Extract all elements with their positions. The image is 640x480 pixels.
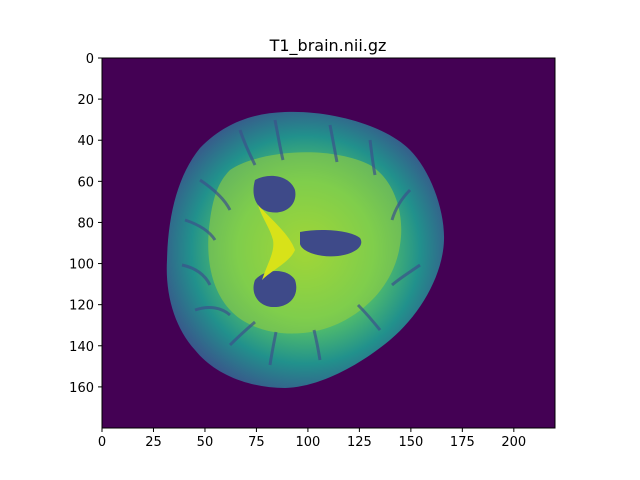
x-tick-label: 75 — [248, 435, 265, 450]
left-ventricle — [253, 175, 296, 213]
y-axis: 0 20 40 60 80 100 120 140 160 — [69, 52, 102, 396]
x-tick-label: 200 — [501, 435, 526, 450]
x-tick-label: 125 — [347, 435, 372, 450]
y-tick-label: 120 — [69, 299, 94, 314]
sulci — [181, 119, 421, 366]
mri-image — [102, 58, 555, 428]
x-axis: 0 25 50 75 100 125 150 175 200 — [98, 428, 526, 450]
y-tick-label: 140 — [69, 340, 94, 355]
y-tick-label: 60 — [77, 175, 94, 190]
axes-frame — [101, 57, 556, 429]
figure-title: T1_brain.nii.gz — [269, 36, 387, 56]
y-tick-label: 20 — [77, 93, 94, 108]
bright-caudate — [258, 205, 295, 280]
third-ventricle — [300, 230, 362, 257]
x-tick-label: 100 — [295, 435, 320, 450]
x-tick-label: 25 — [145, 435, 162, 450]
right-ventricle — [253, 271, 297, 308]
y-tick-label: 100 — [69, 258, 94, 273]
y-tick-label: 80 — [77, 216, 94, 231]
y-tick-label: 0 — [86, 52, 94, 67]
y-tick-label: 160 — [69, 381, 94, 396]
y-tick-label: 40 — [77, 134, 94, 149]
x-tick-label: 150 — [398, 435, 423, 450]
x-tick-label: 0 — [98, 435, 106, 450]
x-tick-label: 175 — [450, 435, 475, 450]
x-tick-label: 50 — [197, 435, 214, 450]
